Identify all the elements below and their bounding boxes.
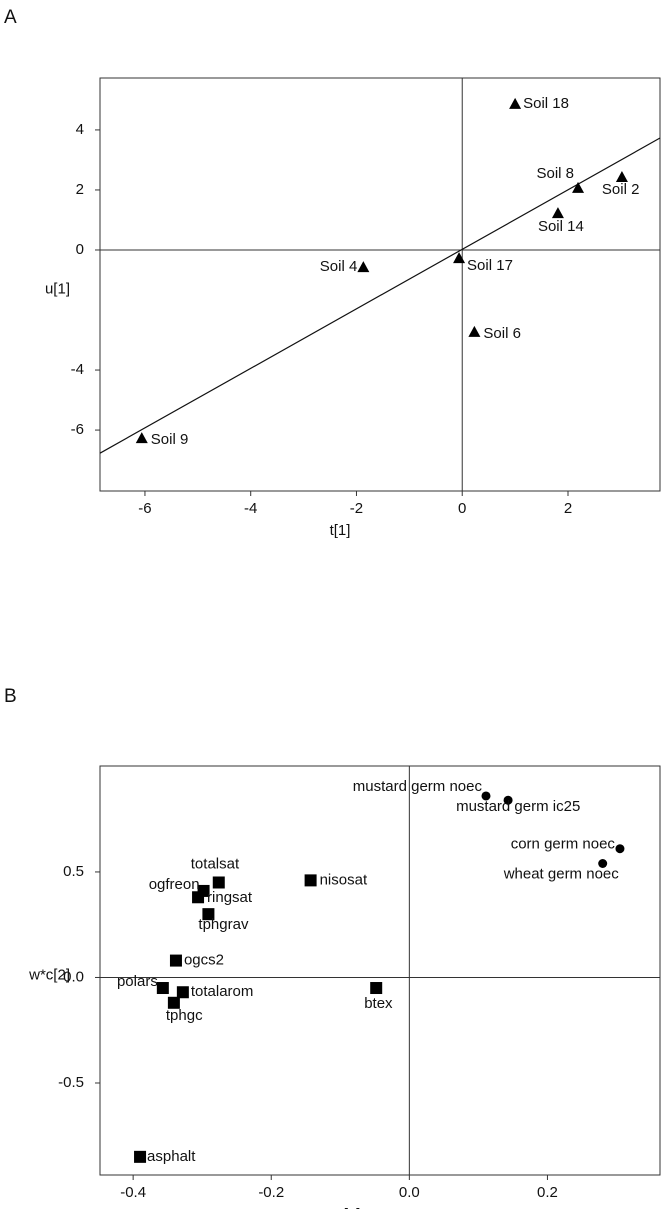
point-label: ogfreon [149, 876, 200, 893]
point-label: Soil 17 [467, 257, 513, 274]
x-tick-label: -2 [350, 500, 363, 517]
y-tick-label: 4 [76, 121, 84, 138]
x-tick-label: 2 [564, 500, 572, 517]
y-tick-label: -4 [71, 361, 84, 378]
panel-label: B [4, 686, 17, 707]
point-label: ogcs2 [184, 952, 224, 969]
y-axis-label: u[1] [45, 280, 70, 297]
point [192, 891, 205, 904]
regression-line [99, 137, 661, 454]
point-label: Soil 6 [483, 325, 521, 342]
x-tick-label: 0.0 [399, 1184, 420, 1201]
point-label: Soil 18 [523, 95, 569, 112]
point-label: Soil 8 [537, 165, 575, 182]
point-label: wheat germ noec [503, 865, 620, 882]
point [176, 986, 189, 999]
point [357, 261, 370, 273]
point-label: nisosat [320, 871, 368, 888]
point [134, 1150, 147, 1163]
point [202, 908, 215, 921]
point [615, 171, 628, 183]
point [551, 207, 564, 219]
point [572, 181, 585, 193]
point-label: Soil 4 [320, 258, 358, 275]
point [509, 97, 522, 109]
point [468, 325, 481, 337]
point-label: mustard germ ic25 [456, 798, 580, 815]
point-label: totalarom [191, 983, 254, 1000]
point [304, 874, 317, 887]
point [156, 982, 169, 995]
point-label: Soil 9 [151, 431, 189, 448]
plot-frame [99, 765, 661, 1176]
point-label: Soil 14 [538, 218, 584, 235]
point [503, 795, 513, 805]
point-label: polars [117, 973, 158, 990]
x-tick-label: -6 [138, 500, 151, 517]
point-label: mustard germ noec [353, 778, 483, 795]
x-axis-label: w*c[1] [319, 1206, 361, 1209]
x-tick-label: -4 [244, 500, 257, 517]
x-tick-label: 0.2 [537, 1184, 558, 1201]
point [598, 859, 608, 869]
point-label: tphgrav [198, 916, 249, 933]
point-label: btex [364, 995, 393, 1012]
y-tick-label: 0 [76, 241, 84, 258]
point-label: corn germ noec [511, 836, 616, 853]
point [615, 844, 625, 854]
point [135, 432, 148, 444]
y-axis-label: w*c[2] [28, 966, 70, 983]
y-tick-label: 0.0 [63, 968, 84, 985]
y-tick-label: 2 [76, 181, 84, 198]
y-tick-label: -6 [71, 421, 84, 438]
point-label: ringsat [207, 889, 253, 906]
plot-frame [99, 77, 661, 492]
point [167, 996, 180, 1009]
x-tick-label: -0.2 [258, 1184, 284, 1201]
panel-label: A [4, 7, 17, 28]
point-label: asphalt [147, 1148, 196, 1165]
point [370, 982, 383, 995]
x-axis-label: t[1] [330, 522, 351, 539]
point-label: tphgc [166, 1007, 203, 1024]
point [481, 791, 491, 801]
point-label: totalsat [191, 855, 240, 872]
x-tick-label: 0 [458, 500, 466, 517]
point [212, 876, 225, 889]
x-tick-label: -0.4 [120, 1184, 146, 1201]
y-tick-label: 0.5 [63, 863, 84, 880]
point-label: Soil 2 [602, 181, 640, 198]
point [453, 252, 466, 264]
point [169, 954, 182, 967]
y-tick-label: -0.5 [58, 1074, 84, 1091]
